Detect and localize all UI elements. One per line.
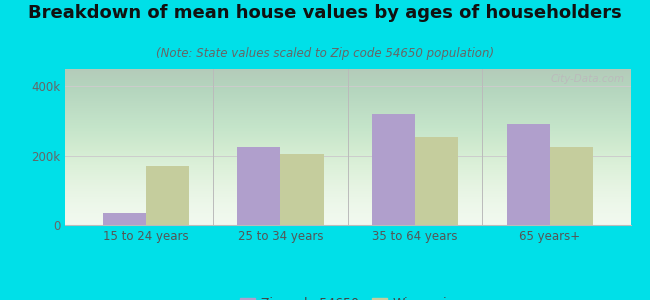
Bar	[103, 213, 146, 225]
Bar	[280, 154, 324, 225]
Bar	[146, 166, 189, 225]
Text: City-Data.com: City-Data.com	[551, 74, 625, 84]
Bar	[237, 147, 280, 225]
Bar	[550, 147, 593, 225]
Bar	[415, 136, 458, 225]
Text: (Note: State values scaled to Zip code 54650 population): (Note: State values scaled to Zip code 5…	[156, 46, 494, 59]
Bar	[506, 124, 550, 225]
Text: Breakdown of mean house values by ages of householders: Breakdown of mean house values by ages o…	[28, 4, 622, 22]
Legend: Zip code 54650, Wisconsin: Zip code 54650, Wisconsin	[235, 292, 460, 300]
Bar	[372, 114, 415, 225]
